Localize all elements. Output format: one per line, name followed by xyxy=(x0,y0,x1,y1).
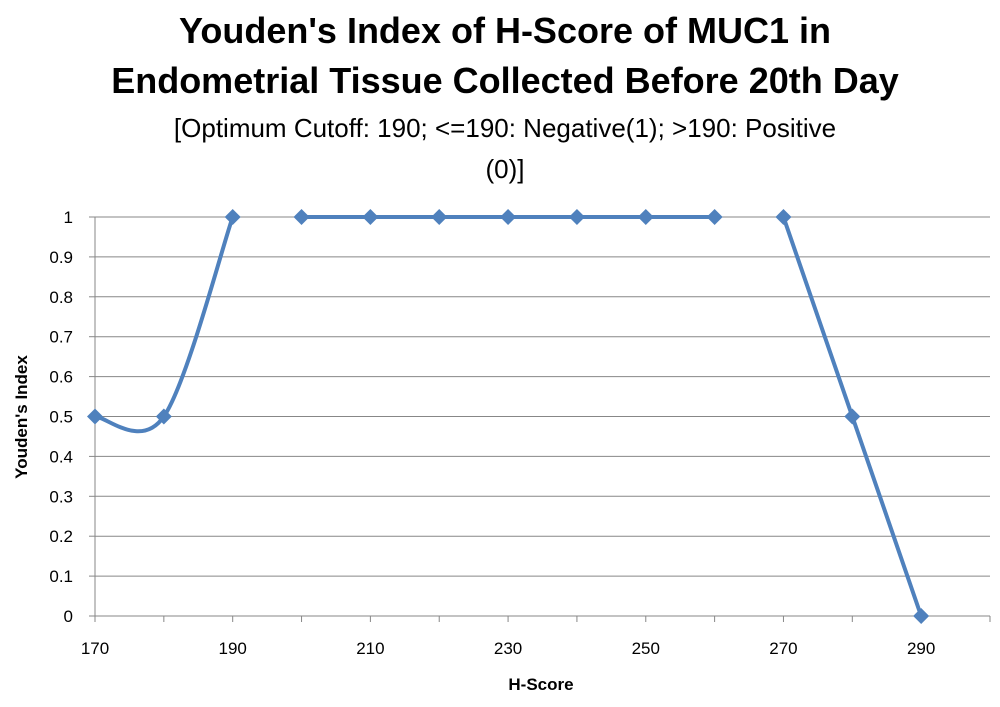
chart-title: Youden's Index of H-Score of MUC1 in End… xyxy=(111,10,899,101)
data-point-280 xyxy=(844,408,861,425)
x-tick-label-1: 190 xyxy=(219,639,247,658)
y-tick-label-7: 0.7 xyxy=(49,328,73,347)
y-tick-labels: 0 0.1 0.2 0.3 0.4 0.5 0.6 0.7 0.8 0.9 1 xyxy=(49,208,73,626)
data-point-260 xyxy=(706,209,723,225)
data-point-210 xyxy=(362,209,379,225)
y-tick-label-4: 0.4 xyxy=(49,447,73,466)
data-point-220 xyxy=(431,209,448,225)
x-tick-label-5: 270 xyxy=(769,639,797,658)
x-tick-label-0: 170 xyxy=(81,639,109,658)
y-tick-label-1: 0.1 xyxy=(49,567,73,586)
x-tick-label-3: 230 xyxy=(494,639,522,658)
x-tick-label-4: 250 xyxy=(632,639,660,658)
axes xyxy=(89,216,991,622)
y-axis-title: Youden's Index xyxy=(12,355,31,479)
data-point-180 xyxy=(155,408,172,425)
data-point-270 xyxy=(775,209,792,225)
y-tick-label-10: 1 xyxy=(64,208,73,227)
chart-subtitle-line-2: (0)] xyxy=(486,154,525,184)
chart-title-line-1: Youden's Index of H-Score of MUC1 in xyxy=(179,10,831,51)
y-tick-label-8: 0.8 xyxy=(49,288,73,307)
x-tick-label-6: 290 xyxy=(907,639,935,658)
x-tick-labels: 170 190 210 230 250 270 290 xyxy=(81,639,936,658)
data-point-190 xyxy=(224,209,241,225)
y-tick-label-9: 0.9 xyxy=(49,248,73,267)
y-tick-label-0: 0 xyxy=(64,607,73,626)
chart-subtitle-line-1: [Optimum Cutoff: 190; <=190: Negative(1)… xyxy=(174,113,836,143)
data-point-200 xyxy=(293,209,310,225)
data-points xyxy=(87,209,930,624)
series-line-segment-0 xyxy=(93,215,235,434)
data-point-290 xyxy=(913,608,930,624)
data-point-250 xyxy=(637,209,654,225)
chart-subtitle: [Optimum Cutoff: 190; <=190: Negative(1)… xyxy=(174,113,836,184)
y-tick-label-6: 0.6 xyxy=(49,368,73,387)
data-point-230 xyxy=(500,209,517,225)
x-tick-label-2: 210 xyxy=(356,639,384,658)
chart-title-line-2: Endometrial Tissue Collected Before 20th… xyxy=(111,60,899,101)
data-point-170 xyxy=(87,408,103,425)
gridlines xyxy=(95,216,990,577)
x-axis-title: H-Score xyxy=(508,675,573,694)
y-tick-label-2: 0.2 xyxy=(49,527,73,546)
y-tick-label-5: 0.5 xyxy=(49,408,73,427)
data-point-240 xyxy=(568,209,585,225)
y-tick-label-3: 0.3 xyxy=(49,487,73,506)
